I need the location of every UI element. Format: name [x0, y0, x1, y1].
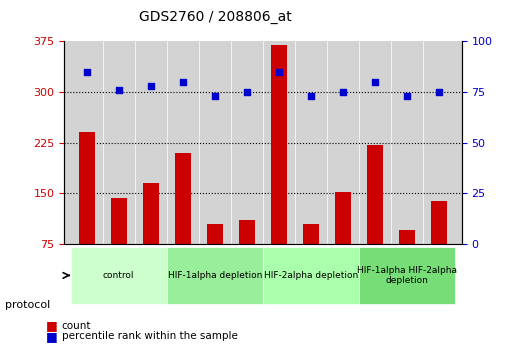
Point [307, 93, 315, 99]
Text: protocol: protocol [5, 300, 50, 310]
Text: HIF-2alpha depletion: HIF-2alpha depletion [264, 271, 358, 280]
Bar [335, 192, 351, 294]
Bar [399, 230, 415, 294]
Point [275, 69, 283, 75]
Bar [111, 198, 127, 294]
Bar [431, 201, 447, 294]
Point [211, 93, 219, 99]
Point [435, 89, 443, 95]
Bar [143, 183, 159, 294]
Text: GDS2760 / 208806_at: GDS2760 / 208806_at [139, 10, 292, 24]
Text: ■: ■ [46, 319, 58, 333]
Bar [271, 45, 287, 294]
Point [339, 89, 347, 95]
Point [403, 93, 411, 99]
Bar [207, 224, 223, 294]
FancyBboxPatch shape [359, 247, 456, 304]
Point [243, 89, 251, 95]
Point [114, 87, 123, 93]
Text: HIF-1alpha depletion: HIF-1alpha depletion [168, 271, 262, 280]
Point [147, 83, 155, 89]
FancyBboxPatch shape [167, 247, 263, 304]
FancyBboxPatch shape [70, 247, 167, 304]
Point [179, 79, 187, 85]
Bar [239, 220, 255, 294]
Text: control: control [103, 271, 134, 280]
Text: HIF-1alpha HIF-2alpha
depletion: HIF-1alpha HIF-2alpha depletion [357, 266, 457, 285]
Text: percentile rank within the sample: percentile rank within the sample [62, 332, 238, 341]
FancyBboxPatch shape [263, 247, 359, 304]
Bar [175, 153, 191, 294]
Bar [367, 145, 383, 294]
Text: ■: ■ [46, 330, 58, 343]
Bar [78, 132, 94, 294]
Point [371, 79, 379, 85]
Text: count: count [62, 321, 91, 331]
Bar [303, 224, 319, 294]
Point [83, 69, 91, 75]
